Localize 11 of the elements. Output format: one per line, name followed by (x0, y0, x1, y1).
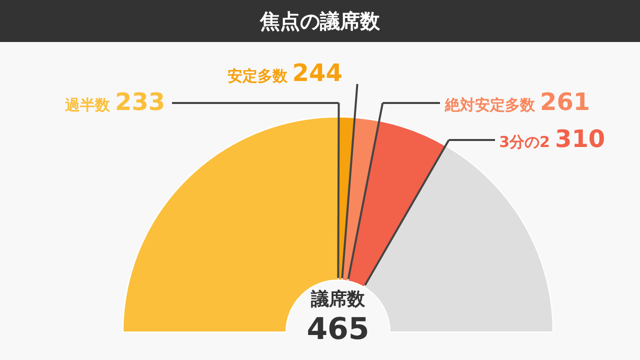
slice-label: 3分の2 (499, 133, 550, 151)
slice-label: 過半数 (64, 96, 111, 114)
data-label: 310 (555, 125, 606, 153)
data-label: 244 (292, 59, 342, 87)
data-label: 261 (540, 88, 590, 116)
slice-label: 議席数 (310, 289, 366, 310)
slice-label: 絶対安定多数 (444, 96, 536, 114)
slice-label: 安定多数 (227, 67, 288, 85)
data-label: 233 (115, 88, 166, 116)
data-label: 465 (306, 312, 370, 347)
chart-title: 焦点の議席数 (259, 9, 381, 33)
